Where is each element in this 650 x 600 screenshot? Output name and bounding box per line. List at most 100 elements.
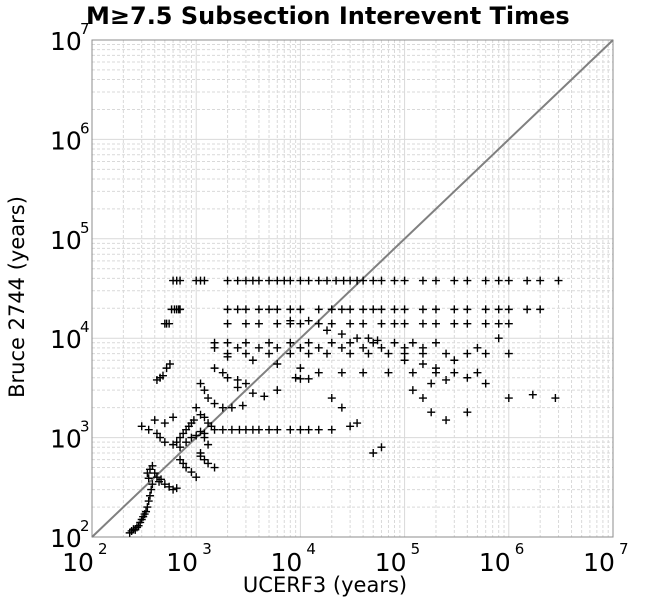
data-point	[160, 438, 169, 447]
data-point	[273, 360, 282, 369]
data-point	[332, 276, 341, 285]
data-point	[241, 379, 250, 388]
data-point	[304, 338, 313, 347]
x-tick-exponent: 3	[202, 540, 212, 558]
x-tick-label: 10	[270, 548, 302, 577]
data-point	[248, 356, 257, 365]
data-point	[254, 276, 263, 285]
data-point	[291, 373, 300, 382]
data-point	[304, 276, 313, 285]
data-point	[504, 305, 513, 314]
data-point	[273, 276, 282, 285]
data-point	[481, 349, 490, 358]
data-point	[160, 480, 169, 489]
x-axis-label: UCERF3 (years)	[243, 573, 407, 597]
data-point	[431, 364, 440, 373]
data-point	[273, 343, 282, 352]
reference-line	[91, 39, 614, 538]
data-point	[353, 419, 362, 428]
data-point	[169, 413, 178, 422]
y-tick-exponent: 6	[80, 119, 90, 137]
data-point	[314, 305, 323, 314]
data-point	[504, 276, 513, 285]
data-point	[200, 386, 209, 395]
data-point	[494, 319, 503, 328]
data-point	[450, 276, 459, 285]
data-point	[473, 343, 482, 352]
data-point	[481, 305, 490, 314]
data-point	[359, 305, 368, 314]
data-point	[304, 349, 313, 358]
data-point	[241, 319, 250, 328]
data-point	[554, 276, 563, 285]
data-point	[137, 422, 146, 431]
data-point	[204, 440, 213, 449]
data-point	[223, 338, 232, 347]
data-point	[148, 461, 157, 470]
y-tick-exponent: 5	[80, 219, 90, 237]
data-point	[218, 403, 227, 412]
data-point	[418, 319, 427, 328]
data-point	[233, 343, 242, 352]
data-point	[364, 349, 373, 358]
data-point	[210, 343, 219, 352]
y-tick-label: 10	[50, 325, 82, 354]
data-point	[182, 438, 191, 447]
y-tick-exponent: 7	[80, 20, 90, 38]
y-tick-label: 10	[50, 226, 82, 255]
data-point	[143, 503, 152, 512]
data-point	[377, 305, 386, 314]
data-point	[273, 305, 282, 314]
data-point	[157, 475, 166, 484]
x-tick-label: 10	[62, 548, 94, 577]
data-point	[286, 349, 295, 358]
data-point	[296, 276, 305, 285]
data-point	[132, 523, 141, 532]
data-point	[125, 528, 134, 537]
data-point	[156, 433, 165, 442]
x-tick-exponent: 6	[515, 540, 525, 558]
data-point	[390, 338, 399, 347]
data-point	[196, 379, 205, 388]
data-point	[304, 316, 313, 325]
data-point	[337, 330, 346, 339]
data-point	[273, 319, 282, 328]
data-point	[369, 448, 378, 457]
data-point	[148, 480, 157, 489]
data-point	[431, 305, 440, 314]
x-tick-labels: 10 2 10 3 10 4 10 5 10 6 10 7	[62, 540, 628, 577]
data-point	[463, 349, 472, 358]
data-point	[359, 368, 368, 377]
data-point	[296, 319, 305, 328]
data-point	[359, 319, 368, 328]
data-point	[223, 319, 232, 328]
data-point	[241, 349, 250, 358]
data-point	[192, 431, 201, 440]
data-point	[364, 334, 373, 343]
data-point	[481, 379, 490, 388]
data-point	[327, 305, 336, 314]
data-point	[369, 338, 378, 347]
data-point	[204, 394, 213, 403]
data-point	[182, 463, 191, 472]
x-tick-exponent: 4	[306, 540, 316, 558]
data-point	[223, 305, 232, 314]
data-point	[296, 425, 305, 434]
data-point	[179, 459, 188, 468]
data-point	[248, 389, 257, 398]
data-point	[169, 485, 178, 494]
data-point	[192, 473, 201, 482]
data-point	[346, 338, 355, 347]
data-point	[223, 373, 232, 382]
data-point	[227, 403, 236, 412]
data-point	[481, 276, 490, 285]
data-point	[494, 334, 503, 343]
data-point	[373, 336, 382, 345]
y-tick-label: 10	[50, 425, 82, 454]
x-tick-label: 10	[479, 548, 511, 577]
data-point	[286, 276, 295, 285]
data-point	[418, 305, 427, 314]
